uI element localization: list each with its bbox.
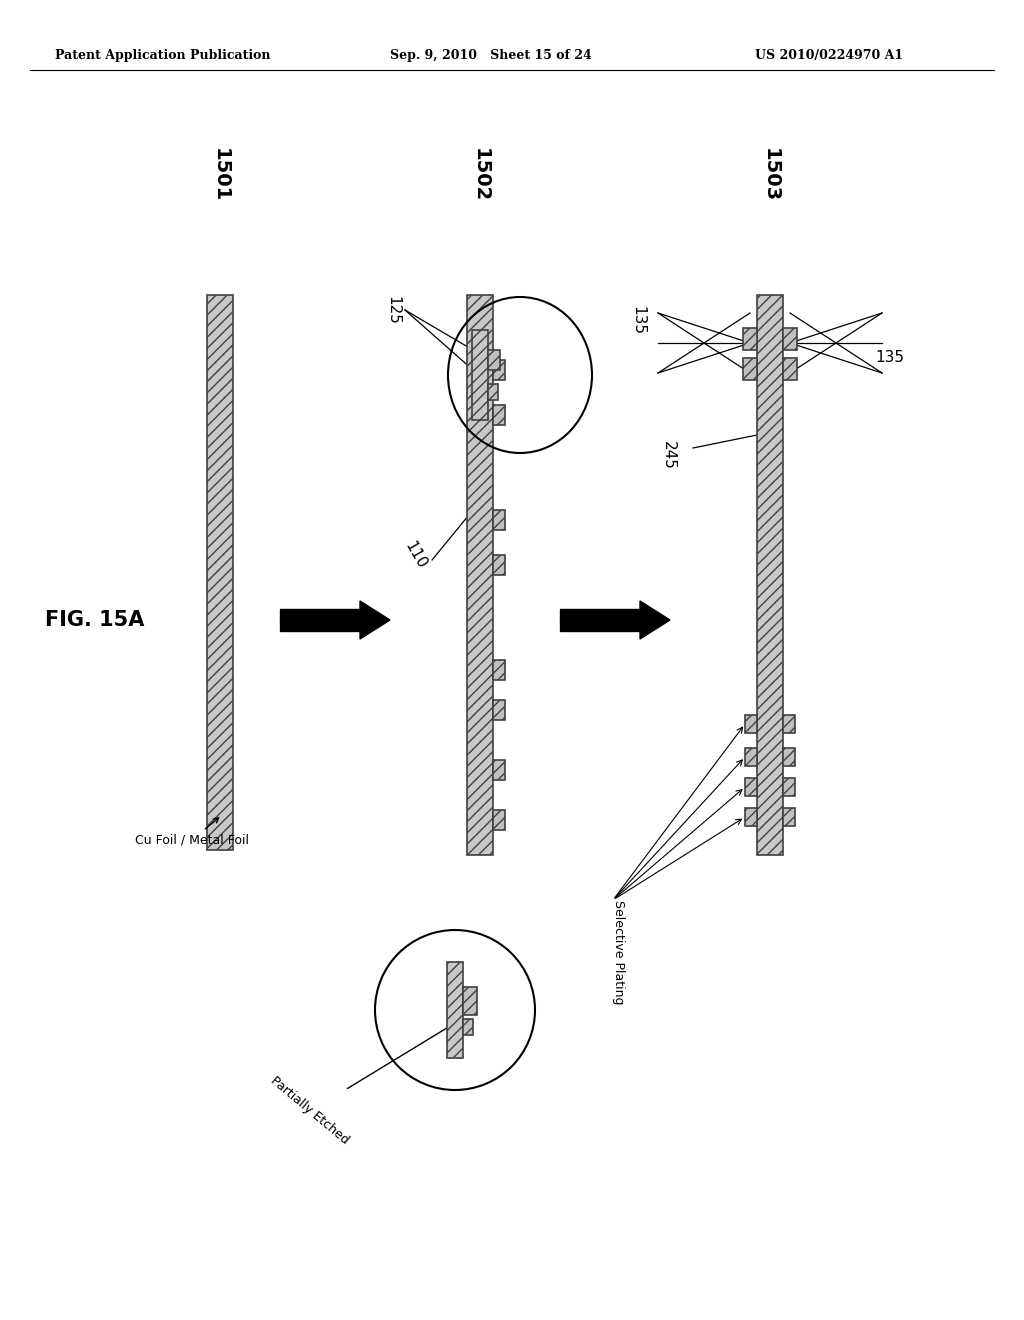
Bar: [743, 358, 757, 380]
Bar: [207, 294, 233, 850]
Bar: [745, 748, 757, 766]
Bar: [493, 510, 505, 531]
Bar: [743, 327, 757, 350]
Text: 1503: 1503: [761, 148, 779, 202]
Bar: [493, 360, 505, 380]
Bar: [493, 405, 505, 425]
Text: Patent Application Publication: Patent Application Publication: [55, 49, 270, 62]
Polygon shape: [640, 601, 670, 639]
Polygon shape: [360, 601, 390, 639]
Bar: [745, 808, 757, 826]
Bar: [783, 358, 797, 380]
Text: 245: 245: [660, 441, 676, 470]
Text: Cu Foil / Metal Foil: Cu Foil / Metal Foil: [135, 818, 249, 846]
Bar: [757, 294, 783, 855]
Text: FIG. 15A: FIG. 15A: [45, 610, 144, 630]
Bar: [280, 609, 360, 631]
Text: US 2010/0224970 A1: US 2010/0224970 A1: [755, 49, 903, 62]
Text: 1502: 1502: [470, 148, 489, 202]
Bar: [783, 748, 795, 766]
Text: 135: 135: [630, 305, 645, 334]
Bar: [463, 987, 477, 1015]
Text: Partially Etched: Partially Etched: [268, 1073, 351, 1146]
Bar: [463, 1019, 473, 1035]
Bar: [467, 294, 493, 855]
Bar: [472, 330, 488, 420]
Bar: [493, 660, 505, 680]
Bar: [560, 609, 640, 631]
Bar: [745, 777, 757, 796]
Text: Selective Plating: Selective Plating: [611, 900, 625, 1005]
Text: 125: 125: [385, 296, 400, 325]
Text: Sep. 9, 2010   Sheet 15 of 24: Sep. 9, 2010 Sheet 15 of 24: [390, 49, 592, 62]
Bar: [488, 350, 500, 370]
Bar: [493, 760, 505, 780]
Bar: [783, 808, 795, 826]
Bar: [447, 962, 463, 1059]
Bar: [493, 810, 505, 830]
Text: 110: 110: [401, 539, 429, 572]
Bar: [783, 777, 795, 796]
Text: 135: 135: [874, 351, 904, 366]
Bar: [488, 384, 498, 400]
Bar: [745, 715, 757, 733]
Bar: [783, 327, 797, 350]
Text: 1501: 1501: [211, 148, 229, 202]
Bar: [783, 715, 795, 733]
Bar: [493, 554, 505, 576]
Bar: [493, 700, 505, 719]
